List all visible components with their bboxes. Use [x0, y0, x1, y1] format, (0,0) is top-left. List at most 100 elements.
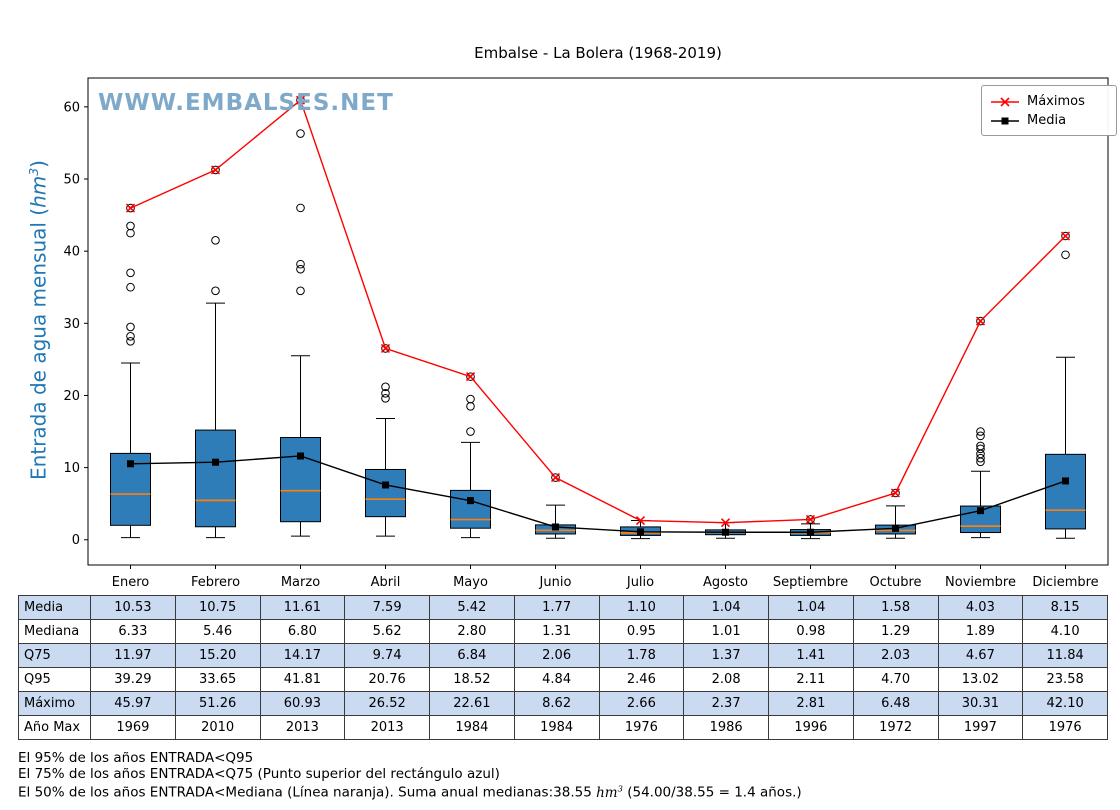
row-label: Q95 — [18, 667, 91, 692]
outlier-point — [126, 221, 135, 231]
row-label: Q75 — [18, 643, 91, 668]
y-tick-label: 40 — [63, 245, 80, 260]
maximos-series — [125, 95, 1071, 528]
table-row: Mediana 6.33 5.46 6.80 5.62 2.80 1.31 0.95 1.01 0… — [18, 619, 1108, 644]
table-row: Año Max 1969 2010 2013 2013 1984 1984 1976 1986 1… — [18, 715, 1108, 740]
boxplot-marzo — [280, 95, 321, 537]
outlier-point — [976, 431, 985, 441]
table-cell: 14.17 — [259, 643, 346, 668]
outlier-point — [126, 203, 135, 213]
outlier-point — [296, 264, 305, 274]
table-row: Media 10.53 10.75 11.61 7.59 5.42 1.77 1.10 1.04… — [18, 595, 1108, 620]
table-cell: 5.46 — [174, 619, 261, 644]
table-cell: 1.31 — [513, 619, 600, 644]
table-cell: 11.84 — [1022, 643, 1108, 668]
table-cell: 41.81 — [259, 667, 346, 692]
y-axis-unit: hm3 — [25, 167, 51, 208]
outlier-point — [1061, 250, 1070, 260]
y-axis-label: Entrada de agua mensual (hm3) — [25, 160, 51, 480]
table-cell: 11.61 — [259, 595, 346, 620]
table-cell: 45.97 — [90, 691, 176, 716]
table-cell: 1996 — [768, 715, 854, 740]
footnote-q75: El 75% de los años ENTRADA<Q75 (Punto su… — [18, 766, 500, 782]
table-cell: 2013 — [344, 715, 430, 740]
table-cell: 1972 — [852, 715, 939, 740]
table-cell: 1984 — [513, 715, 600, 740]
stats-table: Media 10.53 10.75 11.61 7.59 5.42 1.77 1.10 1.04… — [18, 595, 1108, 740]
watermark: WWW.EMBALSES.NET — [98, 90, 394, 116]
outlier-point — [296, 95, 305, 105]
outlier-point — [976, 316, 985, 326]
outlier-point — [126, 282, 135, 292]
x-tick-label: Julio — [626, 575, 654, 590]
table-cell: 51.26 — [174, 691, 261, 716]
table-cell: 5.62 — [344, 619, 430, 644]
table-cell: 1.04 — [768, 595, 854, 620]
table-cell: 60.93 — [259, 691, 346, 716]
table-cell: 4.03 — [937, 595, 1024, 620]
maximos-marker-icon — [991, 96, 1019, 107]
table-cell: 8.15 — [1022, 595, 1108, 620]
footnote-mediana-text: El 50% de los años ENTRADA<Mediana (Líne… — [18, 784, 597, 801]
table-cell: 2010 — [174, 715, 261, 740]
media-marker — [127, 460, 134, 468]
table-cell: 9.74 — [344, 643, 430, 668]
table-cell: 8.62 — [513, 691, 600, 716]
table-cell: 0.95 — [598, 619, 685, 644]
outlier-point — [126, 228, 135, 238]
media-marker — [467, 497, 474, 505]
outlier-point — [381, 344, 390, 353]
table-cell: 33.65 — [174, 667, 261, 692]
table-cell: 1.78 — [598, 643, 685, 668]
legend-entry-maximos: Máximos — [990, 92, 1108, 111]
outlier-point — [296, 259, 305, 269]
outlier-point — [126, 337, 135, 346]
table-cell: 10.53 — [90, 595, 176, 620]
outlier-point — [551, 473, 560, 482]
table-cell: 18.52 — [429, 667, 515, 692]
table-cell: 1986 — [683, 715, 769, 740]
table-cell: 1984 — [429, 715, 515, 740]
outlier-point — [211, 236, 220, 245]
boxplot-abril — [365, 344, 406, 537]
legend-label-media: Media — [1027, 113, 1067, 128]
table-cell: 2013 — [259, 715, 346, 740]
table-cell: 1.77 — [513, 595, 600, 620]
table-cell: 1.10 — [598, 595, 685, 620]
y-tick-label: 50 — [63, 173, 80, 188]
outlier-point — [126, 268, 135, 278]
table-cell: 2.66 — [598, 691, 685, 716]
table-cell: 26.52 — [344, 691, 430, 716]
table-cell: 2.80 — [429, 619, 515, 644]
outlier-point — [126, 331, 135, 341]
outlier-point — [381, 394, 390, 403]
row-label: Año Max — [18, 715, 91, 740]
table-row: Q95 39.29 33.65 41.81 20.76 18.52 4.84 2.46 2.08… — [18, 667, 1108, 692]
footnote-unit: hm3 — [596, 783, 623, 801]
table-cell: 2.37 — [683, 691, 769, 716]
table-cell: 13.02 — [937, 667, 1024, 692]
media-marker — [212, 458, 219, 466]
x-tick-label: Febrero — [191, 575, 240, 590]
table-cell: 1.89 — [937, 619, 1024, 644]
table-cell: 42.10 — [1022, 691, 1108, 716]
table-cell: 5.42 — [429, 595, 515, 620]
media-series — [127, 452, 1069, 536]
media-marker — [892, 524, 899, 532]
media-marker — [637, 528, 644, 536]
x-tick-label: Octubre — [869, 575, 921, 590]
table-cell: 6.84 — [429, 643, 515, 668]
table-cell: 1.41 — [768, 643, 854, 668]
x-tick-label: Agosto — [703, 575, 748, 590]
legend-entry-media: Media — [990, 111, 1108, 130]
outlier-point — [1061, 231, 1070, 241]
outlier-point — [466, 401, 475, 411]
chart-title: Embalse - La Bolera (1968-2019) — [474, 44, 722, 62]
table-cell: 1.29 — [852, 619, 939, 644]
y-tick-label: 60 — [63, 100, 80, 115]
media-marker — [297, 452, 304, 460]
table-cell: 1976 — [1022, 715, 1108, 740]
media-marker-icon — [991, 117, 1019, 124]
table-cell: 4.10 — [1022, 619, 1108, 644]
row-label: Mediana — [18, 619, 91, 644]
